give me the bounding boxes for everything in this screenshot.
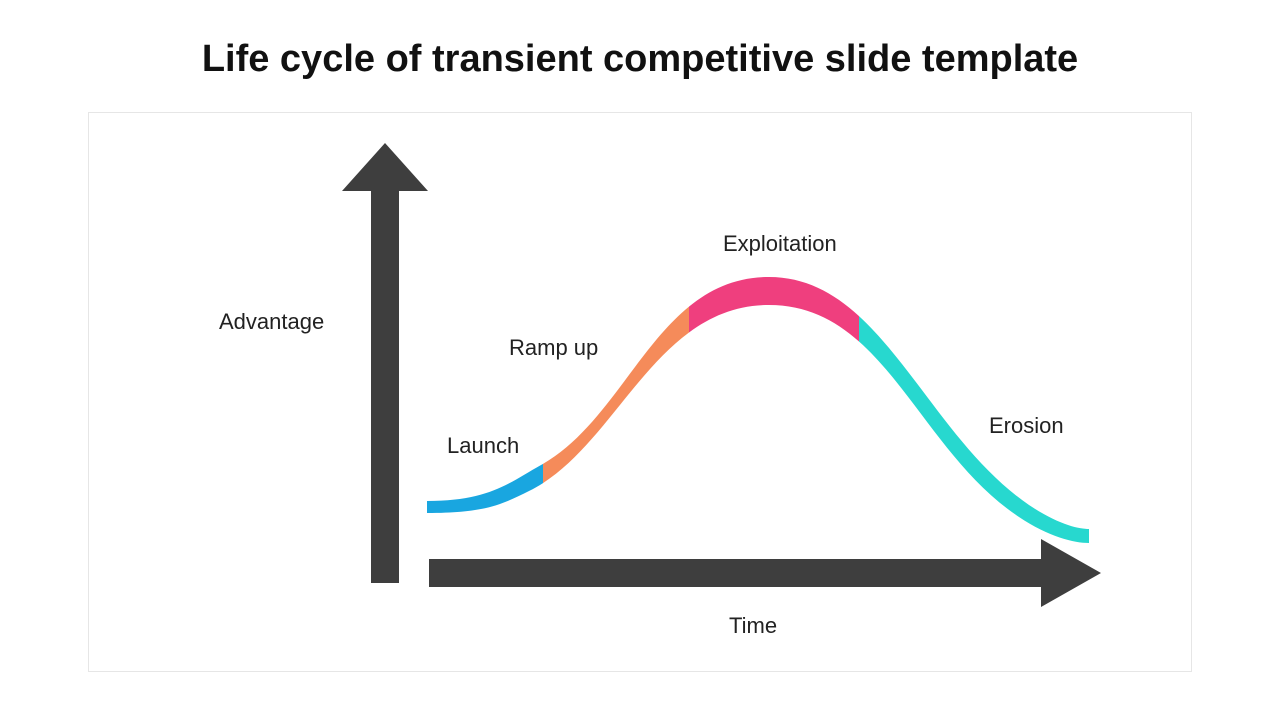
- slide-title: Life cycle of transient competitive slid…: [0, 38, 1280, 81]
- x-axis-arrow: [429, 539, 1101, 607]
- lifecycle-chart: [89, 113, 1193, 673]
- x-axis-label: Time: [729, 613, 777, 639]
- curve-segment-ramp-up: [427, 277, 1089, 543]
- segment-label-ramp-up: Ramp up: [509, 335, 598, 361]
- segment-label-erosion: Erosion: [989, 413, 1064, 439]
- curve-segment-exploitation: [427, 277, 1089, 543]
- chart-frame: Advantage Time Launch Ramp up Exploitation Er…: [88, 112, 1192, 672]
- curve-segment-erosion: [427, 277, 1089, 543]
- segment-label-launch: Launch: [447, 433, 519, 459]
- curve-segment-launch: [427, 277, 1089, 543]
- segment-label-exploitation: Exploitation: [723, 231, 837, 257]
- y-axis-arrow: [342, 143, 428, 583]
- y-axis-label: Advantage: [219, 309, 324, 335]
